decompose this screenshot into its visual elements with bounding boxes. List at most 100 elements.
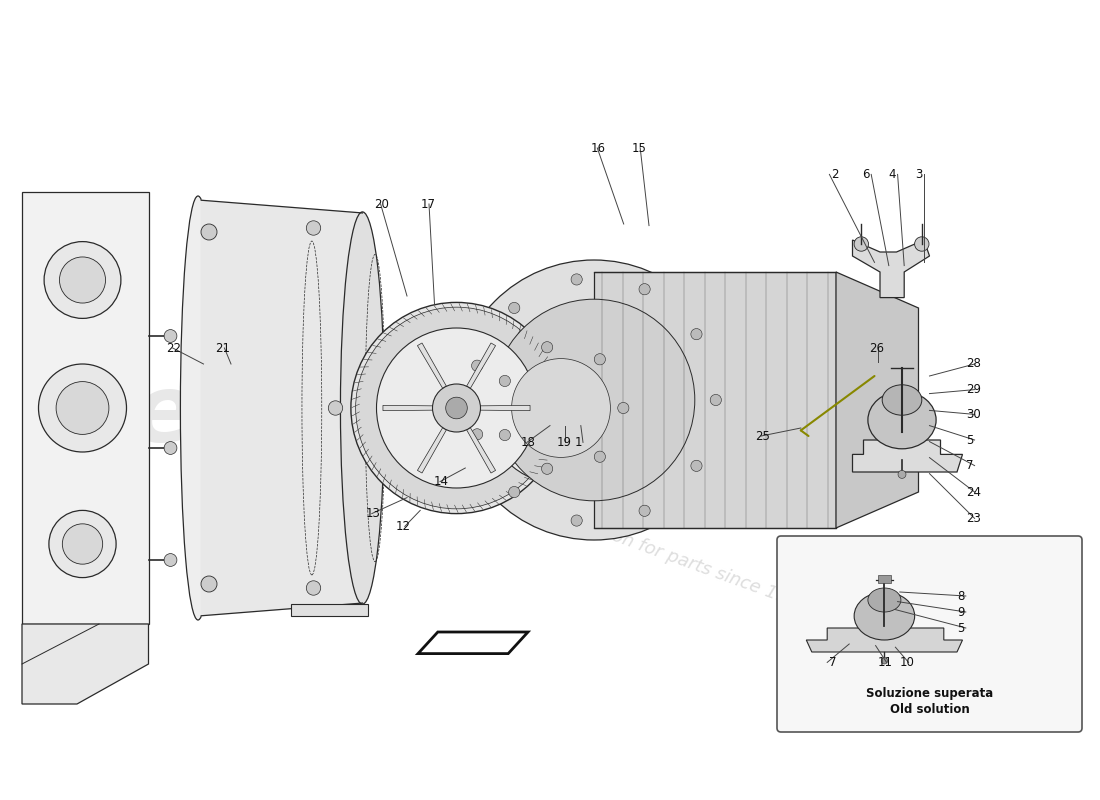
Text: 24: 24 [966,486,981,498]
Circle shape [48,510,117,578]
Text: 14: 14 [433,475,449,488]
Polygon shape [466,343,496,388]
Text: 21: 21 [216,342,231,354]
Circle shape [541,342,552,353]
Text: 7: 7 [966,459,974,472]
Polygon shape [481,406,530,410]
Polygon shape [417,428,447,473]
Bar [22,192,148,624]
Circle shape [328,401,343,415]
Circle shape [571,274,582,285]
Text: 23: 23 [966,512,981,525]
Circle shape [691,460,702,471]
Circle shape [485,332,637,484]
Ellipse shape [868,588,901,612]
Circle shape [201,576,217,592]
Text: 12: 12 [396,520,411,533]
Text: euro: euro [132,370,375,462]
Text: 17: 17 [420,198,436,210]
Circle shape [355,307,558,509]
Text: 1: 1 [574,436,582,449]
Circle shape [854,237,869,251]
Circle shape [594,354,605,365]
Text: parts: parts [308,370,587,462]
Text: Old solution: Old solution [890,703,969,716]
Text: 7: 7 [828,656,836,669]
Text: a passion for parts since 1985: a passion for parts since 1985 [550,505,812,615]
Text: 18: 18 [520,436,536,449]
Circle shape [881,658,888,664]
Circle shape [508,302,520,314]
Circle shape [432,384,481,432]
Text: 19: 19 [557,436,572,449]
Text: 9: 9 [957,606,965,618]
Polygon shape [417,343,447,388]
Circle shape [446,397,468,419]
Circle shape [898,470,906,478]
Circle shape [711,394,722,406]
Text: 22: 22 [166,342,182,354]
Text: 13: 13 [365,507,381,520]
Circle shape [164,554,177,566]
Polygon shape [806,628,962,652]
Ellipse shape [882,385,922,415]
Circle shape [512,358,610,458]
Polygon shape [201,200,363,616]
Text: 29: 29 [966,383,981,396]
Text: 28: 28 [966,358,981,370]
Polygon shape [383,406,432,410]
Text: Soluzione superata: Soluzione superata [866,687,993,700]
Circle shape [59,257,106,303]
Circle shape [691,329,702,340]
Circle shape [454,260,734,540]
Ellipse shape [341,212,385,604]
Circle shape [164,330,177,342]
Circle shape [39,364,126,452]
Text: 5: 5 [966,434,974,446]
Text: 2: 2 [830,168,838,181]
Circle shape [571,515,582,526]
Bar [878,575,891,583]
Text: 10: 10 [900,656,915,669]
Text: 26: 26 [869,342,884,354]
Circle shape [306,581,321,595]
Polygon shape [852,240,930,298]
Text: 11: 11 [878,656,893,669]
Polygon shape [22,624,148,704]
Text: 16: 16 [591,142,606,154]
Text: 8: 8 [957,590,965,602]
Text: 5: 5 [957,622,965,634]
Text: 20: 20 [374,198,389,210]
Circle shape [472,360,483,371]
Circle shape [63,524,102,564]
Circle shape [44,242,121,318]
Circle shape [376,328,537,488]
Circle shape [164,442,177,454]
Circle shape [914,237,929,251]
Circle shape [351,302,562,514]
Circle shape [493,299,695,501]
Circle shape [306,221,321,235]
FancyBboxPatch shape [777,536,1082,732]
Circle shape [56,382,109,434]
Bar [594,272,836,528]
Polygon shape [292,604,368,616]
Circle shape [499,430,510,441]
Text: 15: 15 [631,142,647,154]
Text: 4: 4 [889,168,896,181]
Circle shape [472,429,483,440]
Circle shape [639,505,650,516]
Polygon shape [836,272,918,528]
Text: 6: 6 [862,168,870,181]
Text: 3: 3 [915,168,923,181]
Circle shape [541,463,552,474]
Circle shape [594,451,605,462]
Text: 30: 30 [966,408,980,421]
Circle shape [618,402,629,414]
Polygon shape [852,440,962,472]
Ellipse shape [180,196,216,620]
Ellipse shape [868,391,936,449]
Circle shape [639,284,650,295]
Polygon shape [466,428,496,473]
Text: 25: 25 [755,430,770,442]
